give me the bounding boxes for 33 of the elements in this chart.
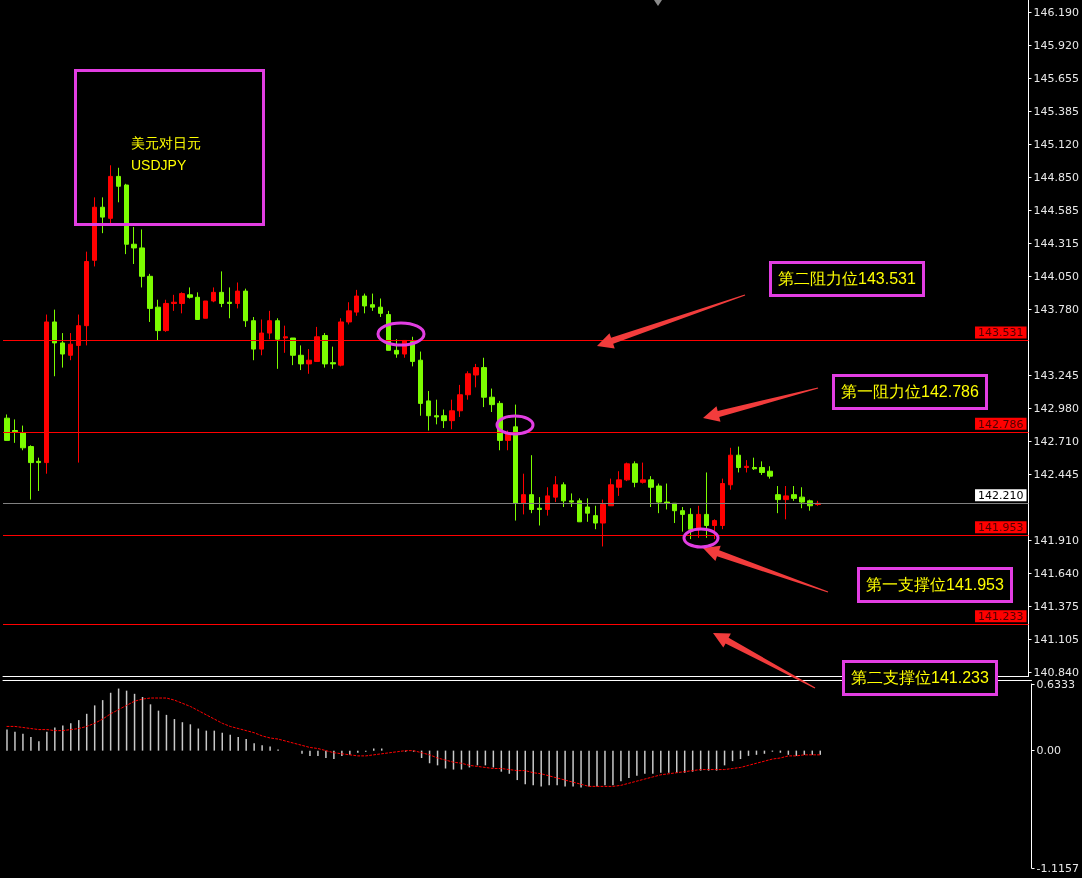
ref-line-label: 142.786: [978, 417, 1024, 431]
text: 美元对日元: [131, 134, 201, 152]
y-tick-label: 144.315: [1033, 237, 1080, 251]
y-tick-label: 140.840: [1033, 665, 1080, 679]
y-tick-label: 144.850: [1033, 171, 1080, 185]
y-tick-label: 145.120: [1033, 137, 1080, 151]
y-tick-label: 145.920: [1033, 39, 1080, 53]
annotation: 第二阻力位143.531: [769, 261, 925, 297]
annotation: 第二支撑位141.233: [842, 660, 998, 696]
y-tick-label: 141.640: [1033, 567, 1080, 581]
y-tick-label: 141.105: [1033, 633, 1080, 647]
y-tick-label: 145.385: [1033, 105, 1080, 119]
y-tick-label: 142.445: [1033, 467, 1080, 481]
y-tick-label: 146.190: [1033, 5, 1080, 19]
ref-line-label: 141.953: [978, 521, 1024, 535]
y-tick-label: 145.655: [1033, 71, 1080, 85]
ref-line-label: 141.233: [978, 610, 1024, 624]
y-tick-label: 144.050: [1033, 269, 1080, 283]
y-tick-label: 143.780: [1033, 303, 1080, 317]
y-tick-label: 0.6333: [1036, 677, 1076, 691]
text: USDJPY: [131, 156, 187, 174]
y-tick-label: 144.585: [1033, 203, 1080, 217]
y-tick-label: -1.1157: [1036, 861, 1080, 875]
y-tick-label: 141.375: [1033, 599, 1080, 613]
ref-line-label: 143.531: [978, 326, 1024, 340]
ref-line-label: 142.210: [978, 489, 1024, 503]
annotation: 第一支撑位141.953: [857, 567, 1013, 603]
y-tick-label: 0.00: [1036, 744, 1062, 758]
y-tick-label: 142.980: [1033, 401, 1080, 415]
y-tick-label: 142.710: [1033, 435, 1080, 449]
y-tick-label: 141.910: [1033, 533, 1080, 547]
y-tick-label: 143.245: [1033, 369, 1080, 383]
annotation: 第一阻力位142.786: [832, 374, 988, 410]
